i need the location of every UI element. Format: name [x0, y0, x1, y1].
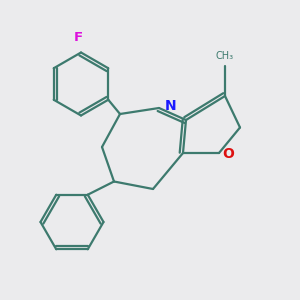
- Text: N: N: [165, 100, 177, 113]
- Text: O: O: [223, 148, 235, 161]
- Text: CH₃: CH₃: [216, 51, 234, 61]
- Text: F: F: [74, 31, 83, 44]
